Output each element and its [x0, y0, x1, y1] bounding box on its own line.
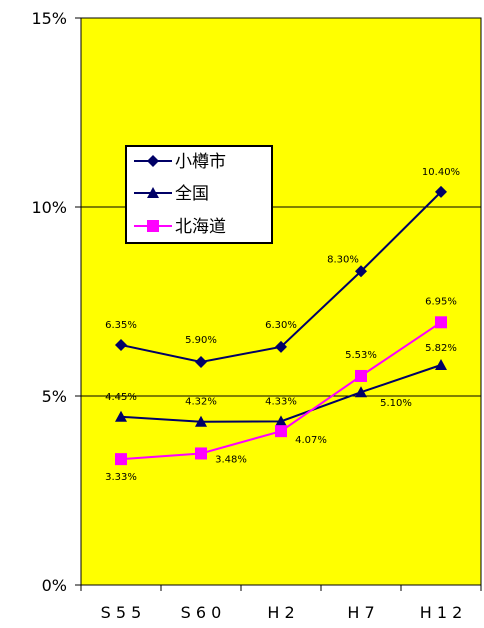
marker-square — [355, 369, 367, 382]
legend-label: 全国 — [175, 184, 209, 204]
series-layer — [115, 185, 447, 466]
plot-area — [80, 17, 482, 586]
data-label: 3.48% — [215, 454, 247, 465]
y-tick-label: 5% — [42, 387, 67, 406]
data-labels: 6.35% 5.90% 6.30% 8.30% 10.40% 4.45% 4.32% 4.33… — [105, 167, 460, 483]
marker-square — [147, 220, 159, 232]
series-2 — [115, 359, 447, 427]
marker-triangle — [275, 415, 287, 427]
marker-triangle — [435, 359, 447, 371]
marker-diamond — [195, 355, 207, 368]
legend-label: 北海道 — [175, 217, 226, 237]
marker-triangle — [355, 386, 367, 398]
marker-square — [195, 447, 207, 460]
data-label: 6.30% — [265, 320, 297, 331]
x-tick-label: H 1 2 — [420, 603, 463, 622]
marker-diamond — [115, 338, 127, 351]
data-label: 6.95% — [425, 296, 457, 307]
data-label: 8.30% — [327, 254, 359, 265]
marker-diamond — [355, 265, 367, 278]
axes: 0% 5% 10% 15% S 5 5 S 6 0 H 2 H 7 H 1 2 — [31, 9, 482, 622]
data-label: 5.10% — [380, 398, 412, 409]
data-label: 4.33% — [265, 396, 297, 407]
series-3 — [115, 316, 447, 466]
x-tick-label: S 6 0 — [181, 603, 222, 622]
data-label: 5.53% — [345, 350, 377, 361]
legend-label: 小樽市 — [175, 152, 226, 172]
marker-square — [435, 316, 447, 329]
y-tick-label: 0% — [42, 576, 67, 595]
x-tick-label: H 7 — [347, 603, 374, 622]
data-label: 6.35% — [105, 320, 137, 331]
marker-square — [115, 453, 127, 466]
data-label: 4.07% — [295, 435, 327, 446]
marker-square — [275, 425, 287, 438]
y-tick-label: 10% — [31, 198, 67, 217]
marker-triangle — [195, 415, 207, 427]
series-1 — [115, 185, 447, 368]
marker-diamond — [147, 155, 159, 167]
x-tick-label: S 5 5 — [101, 603, 142, 622]
marker-triangle — [147, 187, 159, 198]
data-label: 5.90% — [185, 335, 217, 346]
data-label: 4.45% — [105, 392, 137, 403]
marker-diamond — [435, 185, 447, 198]
marker-diamond — [275, 340, 287, 353]
data-label: 10.40% — [422, 167, 460, 178]
y-tick-label: 15% — [31, 9, 67, 28]
data-label: 3.33% — [105, 472, 137, 483]
x-tick-label: H 2 — [267, 603, 294, 622]
data-label: 4.32% — [185, 397, 217, 408]
data-label: 5.82% — [425, 343, 457, 354]
marker-triangle — [115, 410, 127, 422]
